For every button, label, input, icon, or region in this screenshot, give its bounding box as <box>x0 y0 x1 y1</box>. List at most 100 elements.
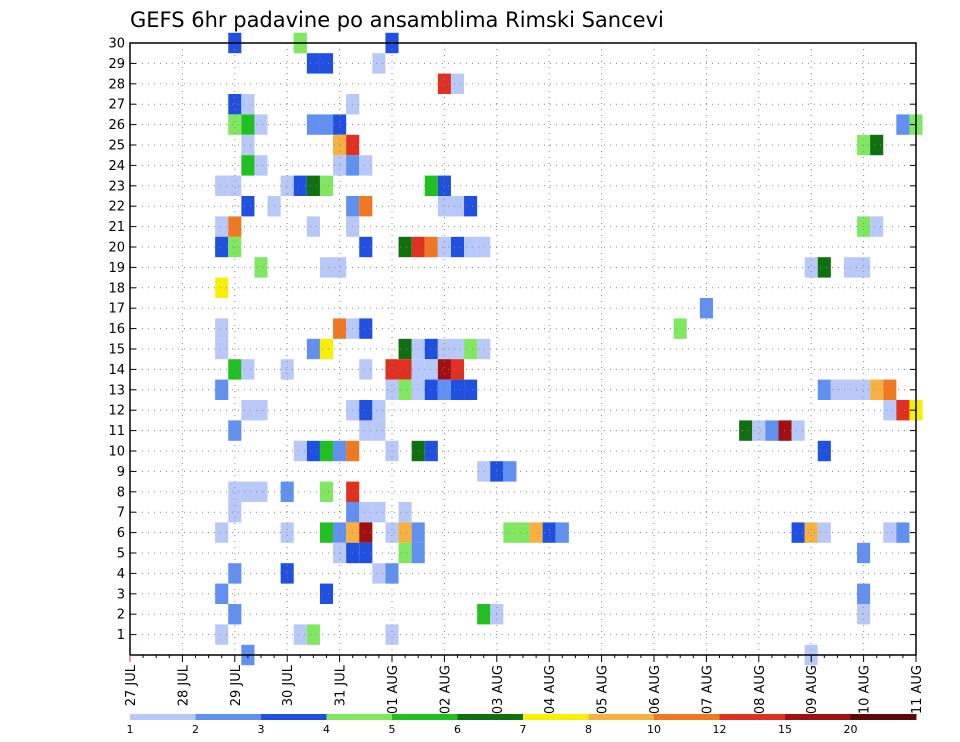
y-tick-label: 25 <box>108 139 125 154</box>
data-cell <box>306 338 320 360</box>
data-cell <box>228 175 242 196</box>
y-tick-label: 30 <box>108 37 125 52</box>
x-tick-label: 10 AUG <box>858 665 873 714</box>
data-cell <box>398 379 412 400</box>
data-cell <box>870 379 884 400</box>
colorbar-segment <box>719 714 786 720</box>
colorbar-label: 15 <box>778 723 792 736</box>
data-cell <box>293 175 307 196</box>
data-cell <box>215 277 229 298</box>
data-cell <box>333 114 347 135</box>
data-cell <box>241 114 255 135</box>
y-tick-label: 28 <box>108 77 125 92</box>
colorbar-segment <box>392 714 458 720</box>
data-cell <box>254 114 268 135</box>
y-tick-label: 19 <box>108 261 125 276</box>
x-tick-label: 11 AUG <box>910 665 925 714</box>
data-cell <box>215 236 229 258</box>
colorbar-label: 7 <box>520 723 527 736</box>
data-cell <box>333 318 347 339</box>
colorbar: 1 2 3 4 5 6 7 8 10 12 15 20 <box>127 714 917 736</box>
data-cell <box>450 379 465 400</box>
data-cell <box>215 583 229 604</box>
y-tick-label: 29 <box>108 57 125 72</box>
data-cell <box>372 502 386 523</box>
data-cell <box>857 583 871 604</box>
chart-title: GEFS 6hr padavine po ansamblima Rimski S… <box>130 8 664 32</box>
y-tick-label: 17 <box>108 302 125 317</box>
colorbar-label: 8 <box>585 723 592 736</box>
y-axis: 1234567891011121314151617181920212223242… <box>108 37 916 643</box>
data-cell <box>215 624 229 645</box>
data-cell <box>319 338 334 360</box>
y-tick-label: 23 <box>108 179 125 194</box>
data-cell <box>359 400 373 421</box>
x-tick-label: 08 AUG <box>753 665 768 714</box>
data-cell <box>464 196 478 217</box>
data-cell <box>464 379 478 400</box>
x-tick-label: 01 AUG <box>386 665 401 714</box>
data-cell <box>280 563 294 584</box>
x-tick-label: 06 AUG <box>648 665 663 714</box>
data-cell <box>215 379 229 400</box>
data-cell <box>359 420 373 441</box>
y-tick-label: 15 <box>108 343 125 358</box>
y-tick-label: 9 <box>117 465 125 480</box>
colorbar-label: 10 <box>647 723 661 736</box>
data-cell <box>228 420 242 441</box>
y-tick-label: 5 <box>117 547 125 562</box>
data-cell <box>385 379 399 400</box>
y-tick-label: 24 <box>108 159 125 174</box>
data-cell <box>817 257 831 278</box>
data-cell <box>398 236 412 258</box>
data-cell <box>359 236 373 258</box>
colorbar-label: 20 <box>844 723 858 736</box>
data-cell <box>437 73 451 94</box>
data-cell <box>228 114 242 135</box>
data-cell <box>319 583 334 604</box>
data-cell <box>228 94 242 115</box>
data-cell <box>241 481 255 502</box>
data-cell <box>437 196 451 217</box>
data-cell <box>424 359 438 380</box>
data-cell <box>306 53 320 74</box>
data-cell <box>306 216 320 237</box>
data-cell <box>398 338 412 360</box>
data-cell <box>254 155 268 176</box>
data-cell <box>385 359 399 380</box>
data-cell <box>804 257 818 278</box>
data-cell <box>437 379 451 400</box>
data-cell <box>359 522 373 543</box>
y-tick-label: 26 <box>108 118 125 133</box>
x-tick-label: 28 JUL <box>176 664 191 706</box>
data-cell <box>306 440 320 462</box>
y-tick-label: 2 <box>117 608 125 623</box>
data-cell <box>254 481 268 502</box>
data-cell <box>280 522 294 543</box>
data-cell <box>228 359 242 380</box>
data-cell <box>477 338 491 360</box>
data-cell <box>280 359 294 380</box>
y-tick-label: 13 <box>108 383 125 398</box>
data-cell <box>254 400 268 421</box>
data-cell <box>450 196 465 217</box>
data-cell <box>333 257 347 278</box>
data-cell <box>477 236 491 258</box>
colorbar-segment <box>326 714 393 720</box>
colorbar-segment <box>785 714 851 720</box>
data-cell <box>241 196 255 217</box>
data-cell <box>359 542 373 564</box>
data-cell <box>280 481 294 502</box>
data-cell <box>306 624 320 645</box>
data-cell <box>306 114 320 135</box>
data-cell <box>372 53 386 74</box>
data-cell <box>870 134 884 156</box>
data-cell <box>477 461 491 482</box>
data-cell <box>228 216 242 237</box>
data-cell <box>529 522 543 543</box>
data-cell <box>319 257 334 278</box>
colorbar-segment <box>523 714 589 720</box>
data-cell <box>398 542 412 564</box>
data-cell <box>306 175 320 196</box>
colorbar-segment <box>261 714 327 720</box>
